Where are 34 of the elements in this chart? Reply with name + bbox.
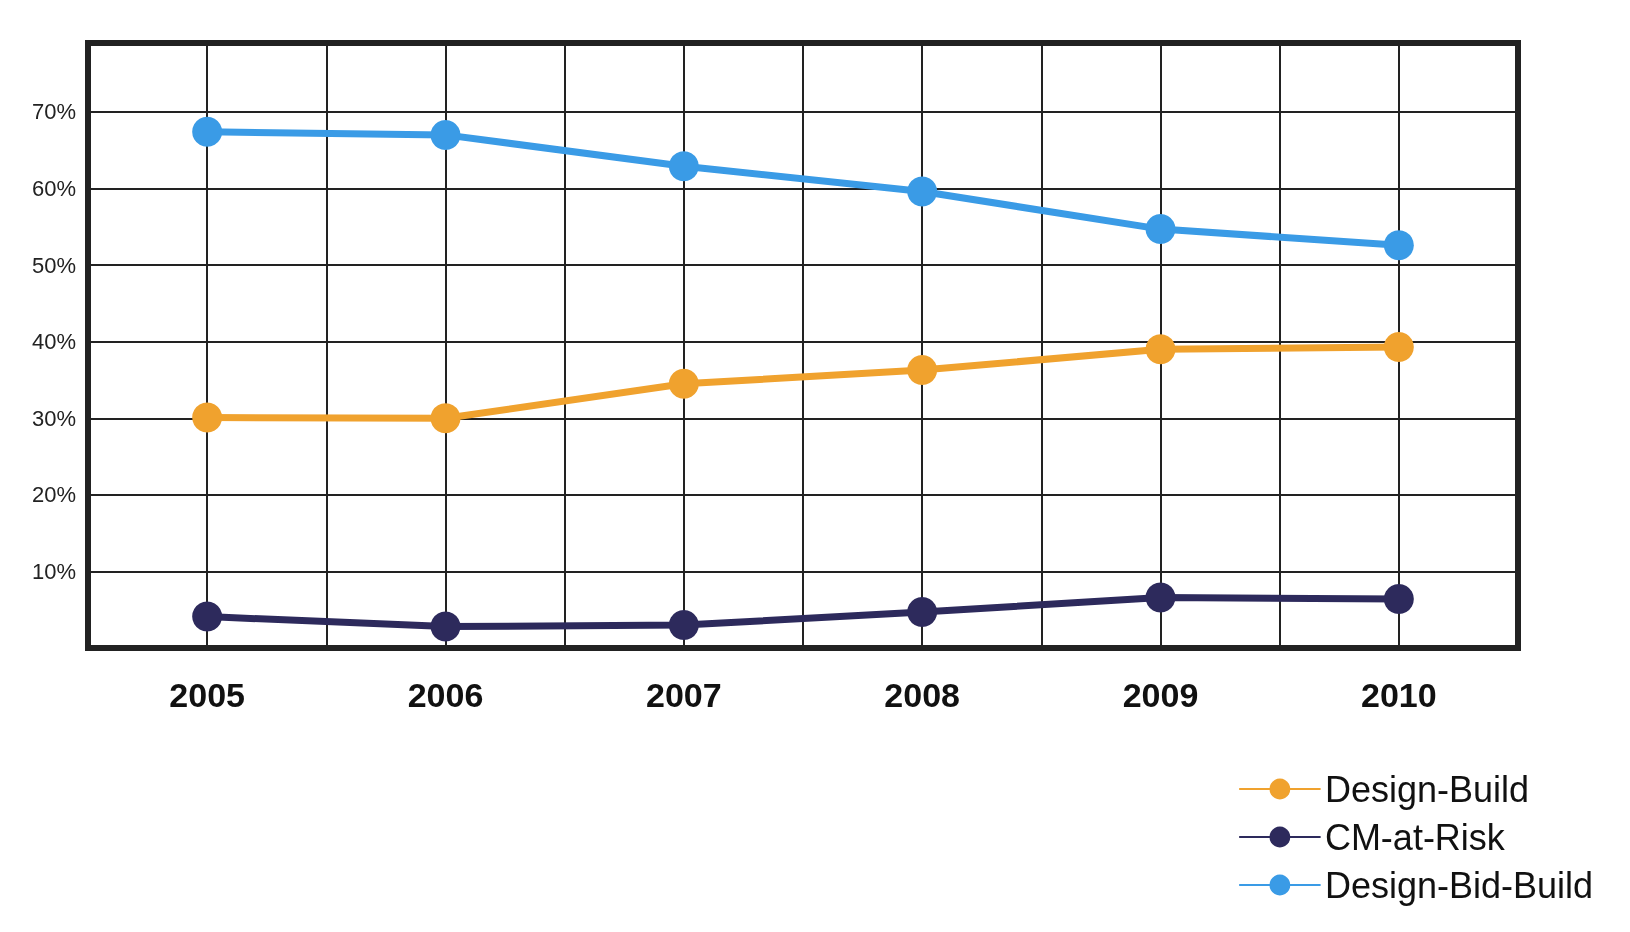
y-tick-label: 60% xyxy=(31,176,76,202)
point xyxy=(430,611,461,642)
x-tick-label: 2005 xyxy=(169,676,245,714)
legend-label: Design-Bid-Build xyxy=(1324,864,1594,906)
point xyxy=(907,176,938,207)
point xyxy=(1145,334,1176,365)
y-tick-label: 50% xyxy=(31,252,76,278)
y-tick-label: 10% xyxy=(31,558,76,584)
point xyxy=(907,597,938,627)
y-tick-label: 20% xyxy=(31,482,76,508)
point xyxy=(1383,230,1414,261)
point xyxy=(192,116,223,147)
point xyxy=(430,403,461,434)
point xyxy=(430,119,461,150)
point xyxy=(907,355,938,385)
y-tick-label: 40% xyxy=(31,329,76,355)
point xyxy=(668,368,699,399)
y-tick-label: 30% xyxy=(31,405,76,431)
point xyxy=(668,610,699,641)
x-tick-label: 2006 xyxy=(407,676,484,714)
x-tick-label: 2008 xyxy=(884,676,960,714)
x-tick-label: 2010 xyxy=(1361,676,1437,714)
point xyxy=(1145,582,1176,613)
point xyxy=(668,151,699,182)
point xyxy=(192,601,223,632)
point xyxy=(192,402,223,433)
point xyxy=(1383,332,1414,363)
point xyxy=(1383,583,1414,614)
legend-label: Design-Build xyxy=(1324,768,1529,810)
x-tick-label: 2009 xyxy=(1122,676,1199,714)
y-tick-label: 70% xyxy=(31,99,76,125)
point xyxy=(1145,214,1176,245)
legend-label: CM-at-Risk xyxy=(1324,816,1506,858)
x-tick-label: 2007 xyxy=(646,676,722,714)
